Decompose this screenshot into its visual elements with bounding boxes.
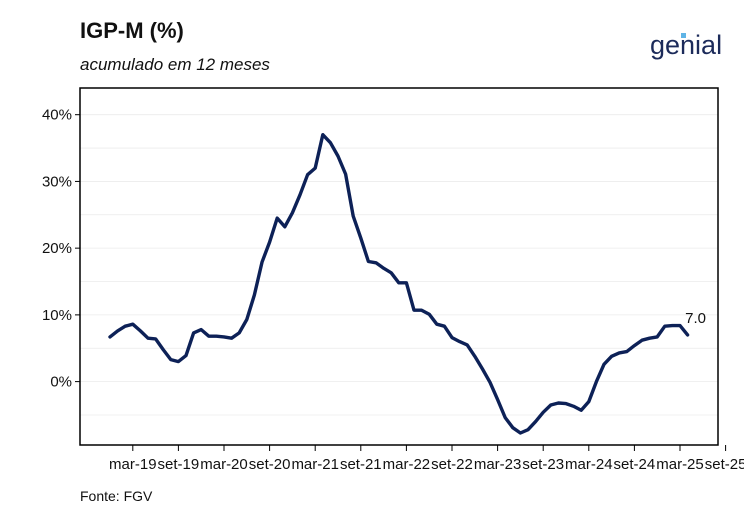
brand-logo: genial: [650, 30, 722, 61]
x-tick-label: set-24: [614, 456, 656, 473]
logo-text: genial: [650, 30, 723, 60]
x-tick-label: mar-25: [656, 456, 704, 473]
y-axis: 0% 10% 20% 30% 40%: [42, 107, 80, 391]
x-tick-label: set-21: [340, 456, 382, 473]
chart-subtitle: acumulado em 12 meses: [80, 55, 270, 74]
y-tick-label: 0%: [50, 374, 72, 391]
x-tick-label: mar-24: [565, 456, 613, 473]
series-line: [108, 133, 690, 435]
x-tick-label: mar-20: [200, 456, 248, 473]
y-tick-label: 40%: [42, 107, 72, 124]
x-tick-label: set-23: [522, 456, 564, 473]
x-tick-label: mar-23: [474, 456, 522, 473]
x-tick-label: mar-19: [109, 456, 157, 473]
x-tick-label: set-22: [431, 456, 473, 473]
plot-frame: [79, 87, 719, 446]
x-tick-label: set-19: [158, 456, 200, 473]
x-tick-label: mar-22: [383, 456, 431, 473]
y-tick-label: 20%: [42, 240, 72, 257]
chart-title: IGP-M (%): [80, 18, 184, 43]
x-axis: mar-19 set-19 mar-20 set-20 mar-21 set-21 mar-…: [109, 445, 744, 473]
source-note: Fonte: FGV: [80, 488, 153, 504]
end-value-label: 7.0: [685, 310, 706, 327]
x-tick-label: set-20: [249, 456, 291, 473]
grid-lines: [80, 114, 718, 416]
y-tick-label: 10%: [42, 307, 72, 324]
y-tick-label: 30%: [42, 173, 72, 190]
x-tick-label: set-25: [705, 456, 744, 473]
x-tick-label: mar-21: [291, 456, 339, 473]
logo-accent-icon: [681, 33, 686, 38]
